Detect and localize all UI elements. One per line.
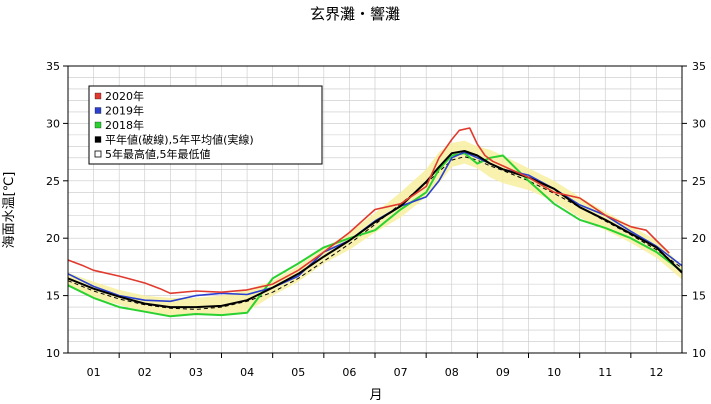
y-tick-label-left: 30 [46, 117, 60, 130]
y-tick-label-left: 35 [46, 60, 60, 73]
x-tick-label: 02 [138, 366, 152, 379]
x-tick-label: 06 [342, 366, 356, 379]
x-tick-label: 05 [291, 366, 305, 379]
x-tick-label: 07 [394, 366, 408, 379]
x-tick-label: 03 [189, 366, 203, 379]
series-lines [67, 127, 683, 318]
x-tick-label: 04 [240, 366, 254, 379]
legend: 2020年2019年2018年平年値(破線),5年平均値(実線)5年最高値,5年… [88, 85, 323, 165]
y-tick-label-left: 20 [46, 232, 60, 245]
series-line-avg5 [67, 150, 683, 309]
y-tick-label-right: 30 [692, 117, 706, 130]
y-tick-label-right: 20 [692, 232, 706, 245]
x-ticks: 01 02 03 04 05 06 07 08 09 10 11 12 [87, 353, 663, 379]
x-tick-label: 10 [547, 366, 561, 379]
x-tick-label: 09 [496, 366, 510, 379]
x-tick-label: 01 [87, 366, 101, 379]
series-line-normal [67, 156, 683, 310]
y-tick-label-right: 35 [692, 60, 706, 73]
legend-swatch [94, 150, 102, 158]
legend-label: 2020年 [105, 89, 144, 103]
legend-swatch [94, 107, 102, 114]
y-tick-label-right: 25 [692, 175, 706, 188]
y-tick-label-right: 15 [692, 290, 706, 303]
y-ticks-left: 10 15 20 25 30 35 [46, 60, 68, 360]
max-min-band [68, 140, 682, 317]
legend-label: 2019年 [105, 104, 144, 118]
y-tick-label-right: 10 [692, 347, 706, 360]
series-line-y2020 [67, 127, 670, 295]
legend-swatch [94, 136, 102, 143]
legend-label: 5年最高値,5年最低値 [105, 147, 211, 161]
legend-swatch [94, 121, 102, 129]
x-tick-label: 12 [649, 366, 663, 379]
legend-swatch [94, 92, 102, 100]
y-ticks-right: 10 15 20 25 30 35 [682, 60, 706, 360]
band-area [68, 140, 682, 317]
chart-title: 玄界灘・響灘 [310, 5, 400, 23]
x-tick-label: 08 [445, 366, 459, 379]
x-axis-label: 月 [369, 388, 382, 403]
y-tick-label-left: 15 [46, 290, 60, 303]
y-tick-label-left: 10 [46, 347, 60, 360]
grid [68, 66, 682, 353]
y-tick-label-left: 25 [46, 175, 60, 188]
legend-box [88, 85, 323, 165]
y-axis-label: 海面水温[℃] [2, 172, 17, 249]
x-tick-label: 11 [598, 366, 612, 379]
legend-label: 2018年 [105, 118, 144, 132]
legend-label: 平年値(破線),5年平均値(実線) [105, 133, 254, 147]
